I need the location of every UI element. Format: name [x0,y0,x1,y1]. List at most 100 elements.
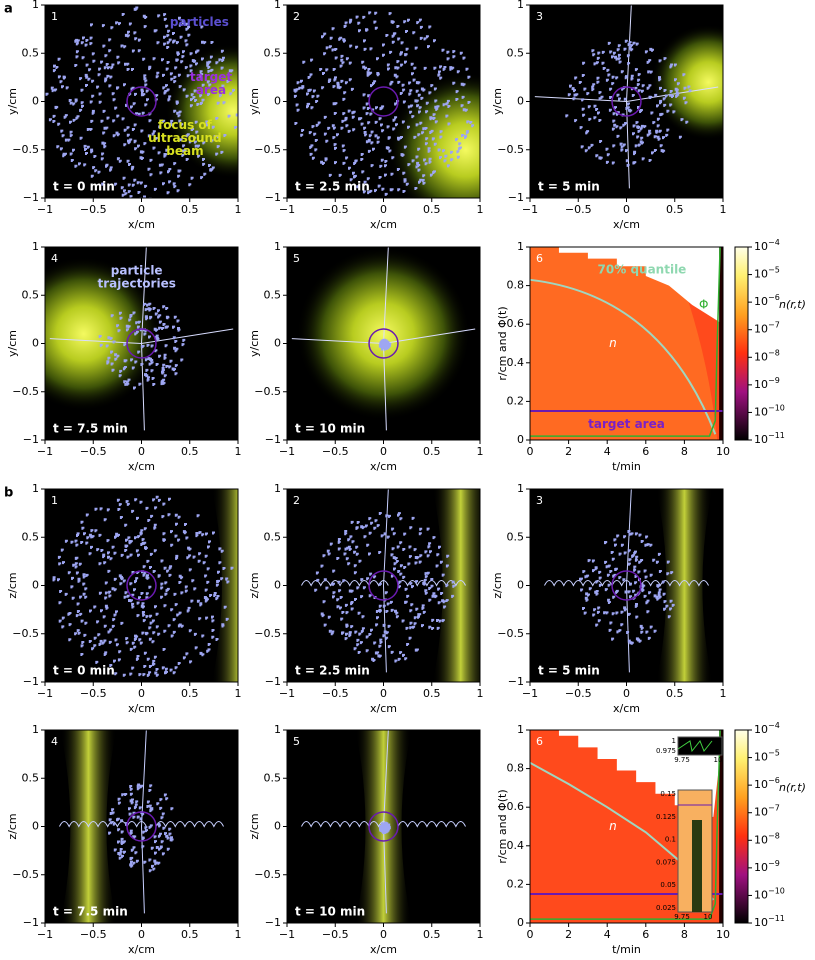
trajectory [626,489,632,586]
inset-tick-label: 0.975 [656,747,676,755]
y-tick-label: −0.5 [12,385,39,398]
target-area [126,811,157,842]
x-tick-label: −1 [37,203,53,216]
x-axis-label: x/cm [128,218,155,231]
tick-base: 10 [754,778,768,791]
x-tick-label: 0 [138,445,145,458]
y-tick-label: −0.5 [12,868,39,881]
x-axis-label: x/cm [613,218,640,231]
tick-exponent: −4 [768,721,780,730]
tick-exponent: −6 [768,293,780,302]
panel [287,247,480,440]
ultrasound-focus [388,72,480,198]
heatmap-black [719,247,723,440]
y-tick-label: 0 [32,95,39,108]
x-tick-label: −0.5 [565,203,592,216]
time-label: t = 10 min [295,905,365,919]
y-tick-label: 1 [517,240,524,253]
annotation: 70% quantile [598,263,687,277]
trajectory [141,328,234,344]
panel [530,5,723,198]
y-tick-label: 0 [274,95,281,108]
y-tick-label: −1 [265,191,281,204]
annotation: target area [588,417,665,431]
time-label: t = 5 min [538,180,600,194]
y-tick-label: −0.5 [12,143,39,156]
x-tick-label: 1 [235,928,242,941]
panel-number: 4 [51,735,58,748]
annotation: n [609,336,617,350]
x-tick-label: 0.5 [423,203,441,216]
heatmap-black [719,730,723,923]
x-tick-label: 0.5 [666,687,684,700]
y-tick-label: 0.4 [507,839,525,852]
y-tick-label: 0.2 [507,877,525,890]
x-tick-label: −0.5 [322,445,349,458]
x-axis-label: x/cm [370,460,397,473]
x-tick-label: 4 [604,928,611,941]
colorbar-tick-label: 10−6 [754,293,780,309]
x-tick-label: −1 [37,687,53,700]
time-label: t = 5 min [538,664,600,678]
y-tick-label: 0 [517,579,524,592]
y-tick-label: 1 [32,240,39,253]
panel [45,489,238,682]
panel [45,5,238,198]
inset-tick-label: 9.75 [674,913,690,921]
colorbar-tick-label: 10−11 [754,431,785,447]
phi-line [530,729,721,920]
trajectory [626,5,632,102]
x-tick-label: 8 [681,928,688,941]
colorbar-tick-label: 10−9 [754,858,780,874]
trajectory [383,247,389,344]
annotation: Φ [699,297,708,311]
tick-base: 10 [754,723,768,736]
particles [98,302,186,390]
tick-base: 10 [754,378,768,391]
x-tick-label: −1 [37,445,53,458]
y-tick-label: −1 [23,916,39,929]
panel-number: 2 [293,10,300,23]
ultrasound-beam [211,489,238,682]
tick-base: 10 [754,433,768,446]
trajectory [49,338,142,344]
x-tick-label: −1 [279,445,295,458]
x-tick-label: −1 [522,687,538,700]
colorbar-label: n(r,t) [779,781,806,794]
x-tick-label: 1 [477,445,484,458]
x-tick-label: −0.5 [565,687,592,700]
x-tick-label: 6 [642,445,649,458]
x-tick-label: 1 [477,687,484,700]
y-tick-label: 0 [32,579,39,592]
target-area [611,86,642,117]
colorbar-tick-label: 10−7 [754,803,780,819]
y-tick-label: −1 [508,675,524,688]
inset [677,736,723,756]
y-tick-label: 1 [32,723,39,736]
inset-band [692,820,702,912]
x-tick-label: −0.5 [80,445,107,458]
tick-base: 10 [754,888,768,901]
annotation: particle [111,264,163,278]
y-tick-label: 0.8 [507,762,525,775]
y-tick-label: 0.2 [507,394,525,407]
particles [378,338,392,351]
y-tick-label: −0.5 [497,627,524,640]
x-tick-label: 0 [527,445,534,458]
x-tick-label: 0.5 [181,445,199,458]
inset-tick-label: 0.025 [656,904,676,912]
tick-exponent: −9 [768,375,780,384]
trajectory [301,821,466,828]
inset-tick-label: 10 [714,756,723,764]
y-axis-label: y/cm [248,330,261,357]
x-tick-label: 10 [716,928,730,941]
x-tick-label: 2 [565,928,572,941]
y-tick-label: 0.5 [264,771,282,784]
trajectory [534,96,627,102]
inset-tick-label: 0.05 [660,881,676,889]
section-label: a [4,2,13,17]
target-area [368,328,399,359]
y-tick-label: −1 [265,675,281,688]
panel-frame [529,729,724,924]
